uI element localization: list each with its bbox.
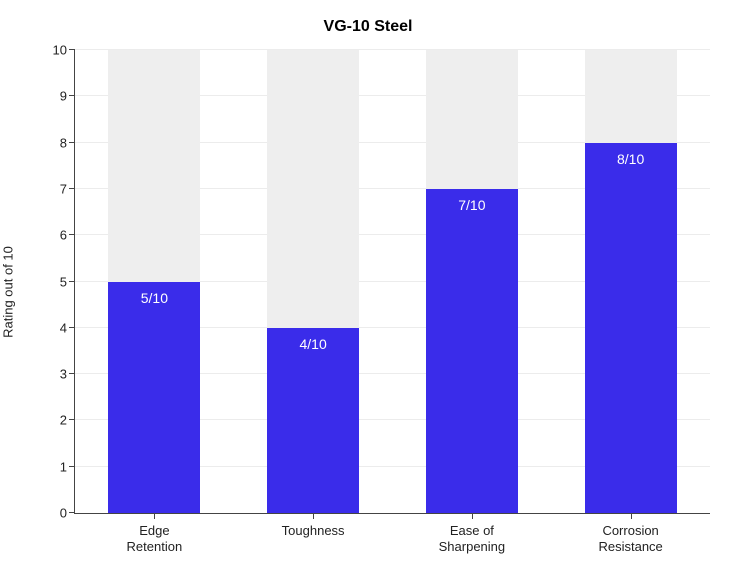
chart-title: VG-10 Steel [0,18,736,36]
x-tick-label: Toughness [258,523,368,539]
y-tick-label: 10 [53,43,67,58]
x-tick-label: EdgeRetention [99,523,209,556]
y-tick-label: 8 [60,135,67,150]
y-tick-label: 5 [60,274,67,289]
y-tick-label: 0 [60,506,67,521]
x-tick-mark [154,513,155,519]
y-tick-label: 1 [60,459,67,474]
y-tick-label: 7 [60,181,67,196]
bar-slot: 5/10EdgeRetention [108,50,200,513]
chart-container: VG-10 Steel Rating out of 10 0 1 2 3 4 5 6 7 8 9 1… [0,0,736,584]
y-axis-label: Rating out of 10 [1,246,16,338]
bar-value-label: 7/10 [426,197,518,213]
y-tick-label: 3 [60,367,67,382]
x-tick-mark [631,513,632,519]
x-tick-mark [472,513,473,519]
bar [426,189,518,513]
bars-group: 5/10EdgeRetention 4/10Toughness 7/10Ease o… [75,50,710,513]
y-tick-label: 6 [60,228,67,243]
bar-slot: 7/10Ease ofSharpening [426,50,518,513]
y-tick-label: 2 [60,413,67,428]
x-tick-label: CorrosionResistance [576,523,686,556]
bar-value-label: 4/10 [267,336,359,352]
x-tick-label: Ease ofSharpening [417,523,527,556]
bar-value-label: 8/10 [585,151,677,167]
bar [108,282,200,514]
y-tick-label: 9 [60,89,67,104]
bar-slot: 8/10CorrosionResistance [585,50,677,513]
plot-area: 0123456789105/10EdgeRetention4/10Toughne… [74,50,710,514]
y-tick-label: 4 [60,320,67,335]
bar-value-label: 5/10 [108,290,200,306]
bar [267,328,359,513]
bar-slot: 4/10Toughness [267,50,359,513]
x-tick-mark [313,513,314,519]
bar [585,143,677,513]
